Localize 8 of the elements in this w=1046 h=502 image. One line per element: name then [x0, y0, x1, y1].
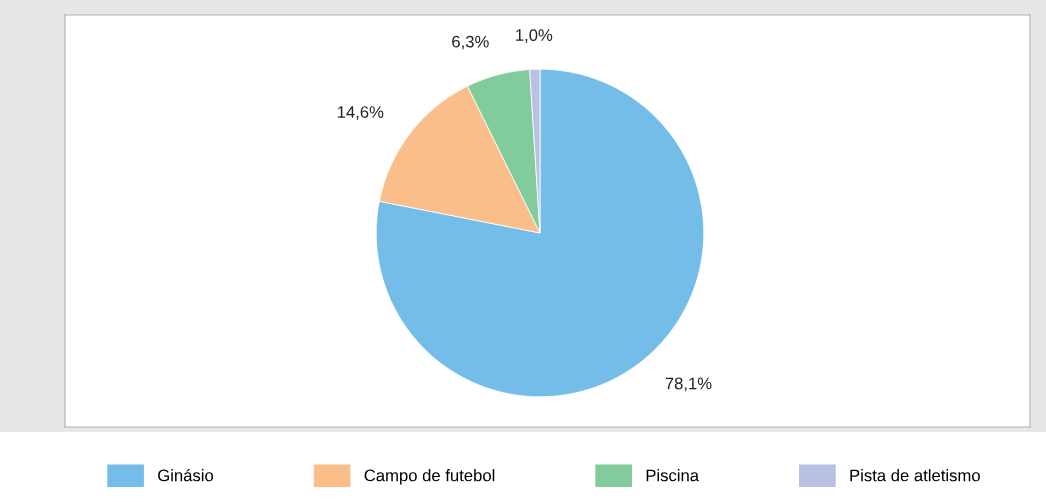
data-label: 1,0%	[516, 29, 553, 43]
data-label: 6,3%	[452, 35, 489, 50]
legend-label: Piscina	[646, 469, 700, 482]
legend-label: Ginásio	[158, 468, 214, 482]
legend-label: Pista de atletismo	[850, 469, 980, 482]
data-label: 14,6%	[337, 106, 384, 120]
data-label: 78,1%	[665, 377, 712, 392]
legend-label: Campo de futebol	[364, 469, 495, 485]
